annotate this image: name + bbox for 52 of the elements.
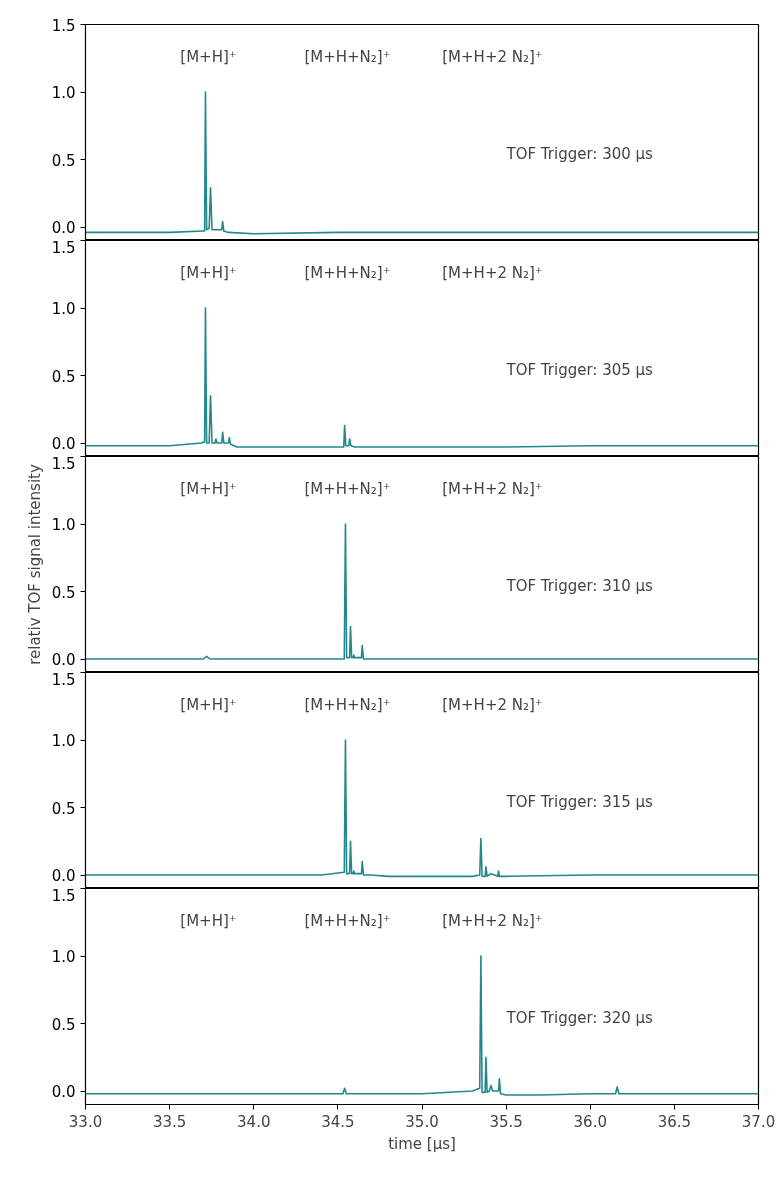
annotation: TOF Trigger: 310 μs bbox=[505, 576, 654, 595]
x-tick-label: 34.5 bbox=[321, 1112, 355, 1131]
x-tick-label: 33.5 bbox=[152, 1112, 187, 1131]
annotation: [M+H+2 N₂]⁺ bbox=[442, 47, 543, 66]
annotation: TOF Trigger: 300 μs bbox=[505, 144, 654, 163]
y-tick-label: 0.0 bbox=[51, 867, 76, 885]
y-axis-title: relativ TOF signal intensity bbox=[25, 464, 44, 665]
y-tick-label: 1.0 bbox=[51, 516, 76, 534]
annotation: [M+H]⁺ bbox=[180, 479, 237, 498]
annotation: [M+H+N₂]⁺ bbox=[304, 479, 391, 498]
annotation: [M+H]⁺ bbox=[180, 695, 237, 714]
y-tick-label: 0.0 bbox=[51, 651, 76, 669]
y-tick-label: 0.5 bbox=[51, 367, 76, 386]
annotation: [M+H+N₂]⁺ bbox=[304, 695, 391, 714]
x-tick-label: 33.0 bbox=[68, 1112, 103, 1131]
annotation: [M+H]⁺ bbox=[180, 911, 237, 930]
x-tick-label: 36.0 bbox=[573, 1112, 607, 1131]
y-tick-label: 1.5 bbox=[51, 454, 76, 473]
y-tick-label: 0.5 bbox=[51, 1015, 76, 1034]
x-tick-label: 35.5 bbox=[489, 1112, 523, 1131]
x-tick-label: 36.5 bbox=[657, 1112, 692, 1131]
y-tick-label: 0.0 bbox=[51, 1083, 76, 1101]
y-tick-label: 1.5 bbox=[51, 670, 76, 689]
annotation: [M+H+2 N₂]⁺ bbox=[442, 479, 543, 498]
y-tick-label: 1.0 bbox=[51, 300, 76, 318]
y-tick-label: 0.5 bbox=[51, 151, 76, 170]
y-tick-label: 1.0 bbox=[51, 84, 76, 102]
annotation: [M+H+N₂]⁺ bbox=[304, 47, 391, 66]
x-tick-label: 37.0 bbox=[741, 1112, 776, 1131]
y-tick-label: 1.5 bbox=[51, 16, 76, 35]
annotation: [M+H]⁺ bbox=[180, 263, 237, 282]
x-tick-label: 35.0 bbox=[405, 1112, 439, 1131]
annotation: [M+H+2 N₂]⁺ bbox=[442, 695, 543, 714]
annotation: TOF Trigger: 315 μs bbox=[505, 792, 654, 811]
y-tick-label: 1.5 bbox=[51, 886, 76, 905]
y-tick-label: 1.0 bbox=[51, 732, 76, 750]
annotation: [M+H+N₂]⁺ bbox=[304, 911, 391, 930]
annotation: [M+H+2 N₂]⁺ bbox=[442, 911, 543, 930]
y-tick-label: 0.0 bbox=[51, 435, 76, 453]
y-tick-label: 0.5 bbox=[51, 583, 76, 602]
y-tick-label: 1.0 bbox=[51, 948, 76, 966]
x-tick-label: 34.0 bbox=[237, 1112, 271, 1131]
x-axis-title: time [μs] bbox=[388, 1134, 456, 1153]
y-tick-label: 1.5 bbox=[51, 238, 76, 257]
line-series bbox=[85, 91, 759, 235]
annotation: TOF Trigger: 320 μs bbox=[505, 1008, 654, 1027]
annotation: [M+H]⁺ bbox=[180, 47, 237, 66]
annotation: [M+H+N₂]⁺ bbox=[304, 263, 391, 282]
y-tick-label: 0.0 bbox=[51, 219, 76, 237]
annotation: [M+H+2 N₂]⁺ bbox=[442, 263, 543, 282]
y-tick-label: 0.5 bbox=[51, 799, 76, 818]
annotation: TOF Trigger: 305 μs bbox=[505, 360, 654, 379]
